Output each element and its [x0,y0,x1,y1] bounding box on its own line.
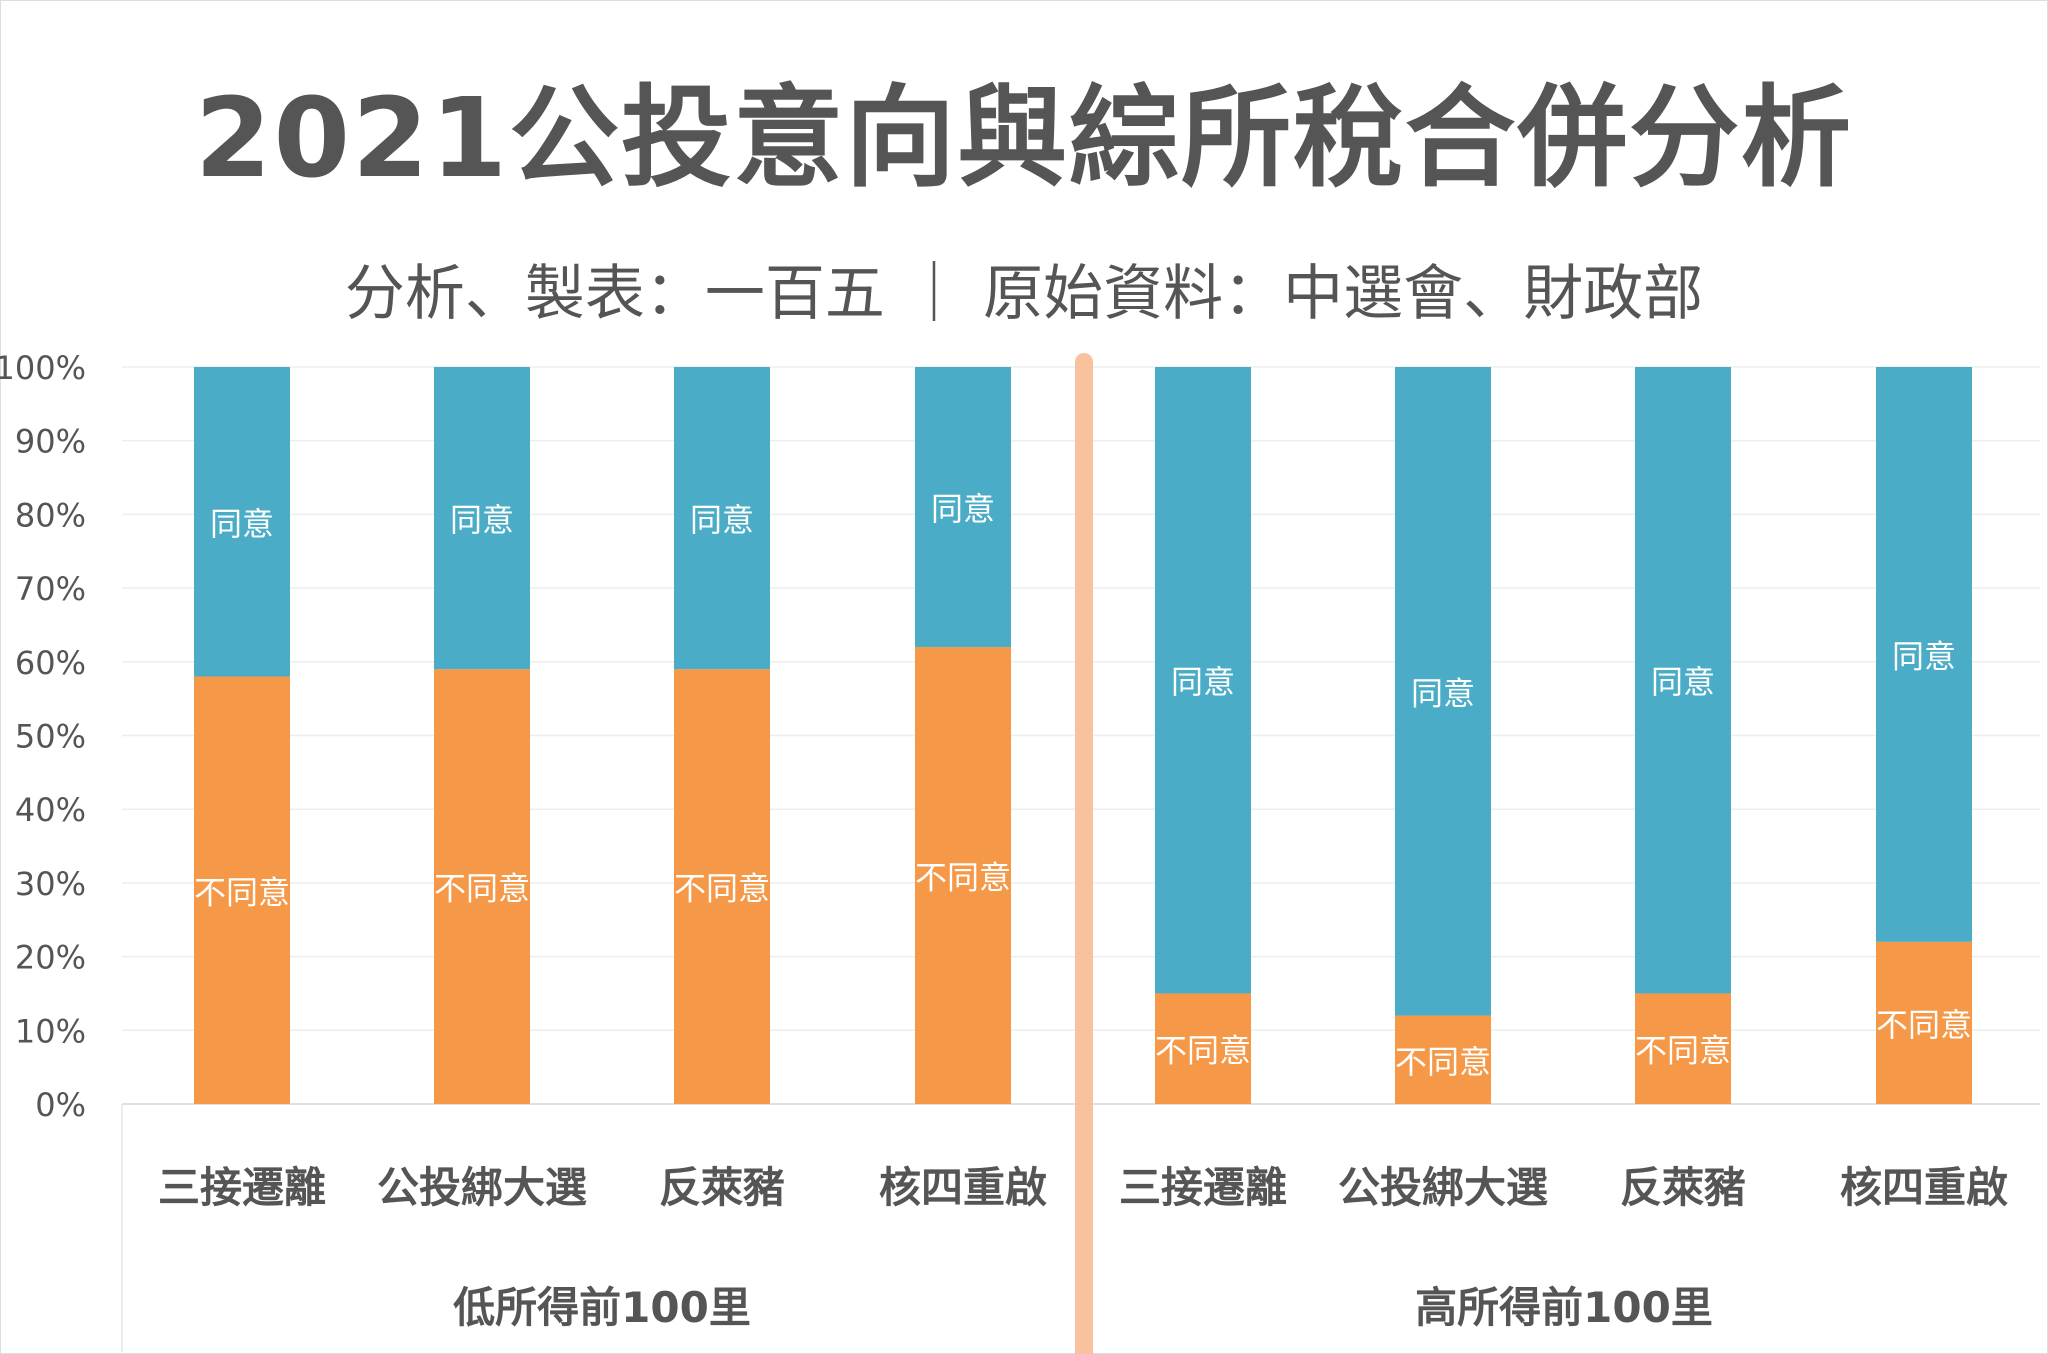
bar-label-disagree: 不同意 [1155,1032,1251,1070]
x-category-label: 核四重啟 [879,1163,1047,1212]
bar-segment-agree [434,367,530,670]
bar-label-agree: 同意 [1651,663,1715,701]
bar-label-agree: 同意 [690,501,754,539]
y-tick-label: 90% [15,423,86,461]
group-label: 低所得前100里 [453,1283,751,1332]
chart-title: 2021公投意向與綜所稅合併分析 [194,74,1854,202]
bar-segment-disagree [915,647,1011,1104]
bar-segment-agree [1876,367,1972,942]
bar-label-agree: 同意 [931,490,995,528]
x-category-label: 三接遷離 [158,1163,326,1212]
bar-segment-disagree [1395,1015,1491,1104]
bar-segment-agree [674,367,770,670]
bar-label-disagree: 不同意 [1876,1006,1972,1044]
bar-label-disagree: 不同意 [674,870,770,908]
bar-label-disagree: 不同意 [1395,1043,1491,1081]
bar-segment-disagree [674,669,770,1104]
bar-label-agree: 同意 [210,505,274,543]
x-category-label: 反萊豬 [659,1163,785,1212]
bar-segment-agree [194,367,290,677]
group-label: 高所得前100里 [1415,1283,1713,1332]
bar-label-disagree: 不同意 [915,859,1011,897]
bar-label-agree: 同意 [1411,674,1475,712]
x-category-label: 核四重啟 [1840,1163,2008,1212]
y-tick-label: 30% [15,865,86,903]
bar-label-disagree: 不同意 [1635,1032,1731,1070]
bar-label-disagree: 不同意 [434,870,530,908]
y-tick-label: 80% [15,496,86,534]
bar-segment-agree [1155,367,1251,994]
y-tick-label: 20% [15,939,86,977]
bar-segment-disagree [194,676,290,1104]
bar-segment-agree [915,367,1011,648]
bar-label-disagree: 不同意 [194,873,290,911]
y-tick-label: 40% [15,791,86,829]
x-category-label: 三接遷離 [1119,1163,1287,1212]
x-category-label: 公投綁大選 [1338,1163,1548,1212]
bar-segment-disagree [1635,993,1731,1104]
y-tick-label: 70% [15,570,86,608]
x-category-label: 反萊豬 [1620,1163,1746,1212]
y-tick-label: 10% [15,1012,86,1050]
y-tick-label: 60% [15,644,86,682]
bar-segment-disagree [1876,941,1972,1104]
y-tick-label: 0% [35,1086,86,1124]
bar-segment-agree [1635,367,1731,994]
bar-label-agree: 同意 [450,501,514,539]
bar-segment-disagree [434,669,530,1104]
bar-label-agree: 同意 [1892,637,1956,675]
x-category-label: 公投綁大選 [377,1163,587,1212]
bar-label-agree: 同意 [1171,663,1235,701]
y-tick-label: 100% [0,349,86,387]
y-tick-label: 50% [15,718,86,756]
chart-subtitle: 分析、製表：一百五 ｜ 原始資料：中選會、財政部 [344,259,1704,329]
bar-segment-agree [1395,367,1491,1016]
bar-segment-disagree [1155,993,1251,1104]
